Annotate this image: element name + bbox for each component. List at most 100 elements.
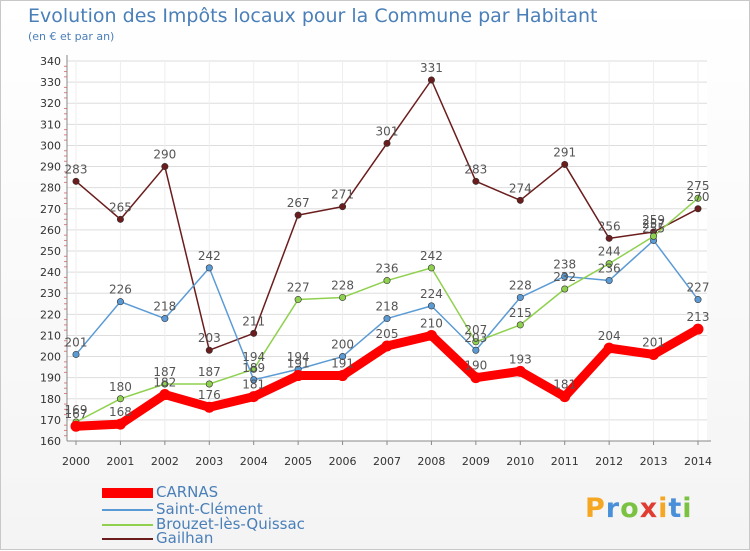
data-point: [205, 380, 213, 388]
y-tick-label: 340: [40, 55, 61, 68]
data-point: [561, 285, 569, 293]
data-point: [694, 194, 702, 202]
chart-subtitle: (en € et par an): [28, 30, 115, 43]
data-label: 205: [376, 327, 399, 341]
data-label: 283: [65, 162, 88, 176]
data-label: 194: [242, 350, 265, 364]
data-label: 227: [687, 281, 710, 295]
legend-swatch: [102, 509, 153, 511]
x-tick-label: 2001: [106, 455, 134, 468]
data-label: 169: [65, 403, 88, 417]
logo-letter: r: [605, 493, 621, 524]
data-label: 257: [642, 217, 665, 231]
y-tick-label: 230: [40, 287, 61, 300]
legend-swatch: [102, 538, 153, 540]
data-label: 256: [598, 219, 621, 233]
data-point: [694, 296, 702, 304]
data-point: [516, 196, 524, 204]
data-label: 189: [242, 361, 265, 375]
y-tick-label: 330: [40, 76, 61, 89]
data-label: 176: [198, 388, 221, 402]
data-point: [561, 272, 569, 280]
data-label: 236: [376, 262, 399, 276]
data-label: 213: [687, 310, 710, 324]
data-point: [605, 234, 613, 242]
data-label: 270: [687, 190, 710, 204]
data-point: [205, 346, 213, 354]
data-point: [472, 177, 480, 185]
y-tick-label: 200: [40, 351, 61, 364]
data-label: 187: [198, 365, 221, 379]
data-label: 274: [509, 181, 532, 195]
data-label: 236: [598, 262, 621, 276]
data-point: [383, 315, 391, 323]
chart-title: Evolution des Impôts locaux pour la Comm…: [28, 5, 598, 27]
data-label: 218: [153, 300, 176, 314]
data-label: 275: [687, 179, 710, 193]
data-label: 181: [242, 378, 265, 392]
data-label: 242: [198, 249, 221, 263]
data-point: [514, 365, 526, 377]
data-label: 244: [598, 245, 621, 259]
data-point: [561, 160, 569, 168]
y-tick-label: 310: [40, 118, 61, 131]
data-point: [203, 401, 215, 413]
data-label: 228: [331, 278, 354, 292]
data-label: 191: [287, 357, 310, 371]
data-label: 215: [509, 306, 532, 320]
data-label: 193: [509, 352, 532, 366]
data-point: [250, 365, 258, 373]
data-point: [250, 329, 258, 337]
data-label: 194: [287, 350, 310, 364]
data-label: 227: [287, 281, 310, 295]
data-point: [472, 338, 480, 346]
legend-swatch: [102, 524, 153, 526]
legend-label: CARNAS: [156, 483, 219, 501]
y-tick-label: 170: [40, 414, 61, 427]
data-point: [161, 315, 169, 323]
data-label: 271: [331, 188, 354, 202]
x-tick-label: 2010: [506, 455, 534, 468]
data-label: 232: [553, 270, 576, 284]
legend-label: Brouzet-lès-Quissac: [156, 515, 305, 533]
data-point: [339, 293, 347, 301]
data-label: 207: [464, 323, 487, 337]
data-label: 190: [464, 359, 487, 373]
data-point: [116, 395, 124, 403]
y-tick-label: 240: [40, 266, 61, 279]
data-point: [516, 321, 524, 329]
x-tick-label: 2013: [640, 455, 668, 468]
y-tick-label: 160: [40, 435, 61, 448]
data-label: 283: [464, 162, 487, 176]
x-tick-label: 2009: [462, 455, 490, 468]
data-label: 210: [420, 316, 443, 330]
data-label: 301: [376, 124, 399, 138]
data-label: 291: [553, 145, 576, 159]
y-tick-label: 220: [40, 308, 61, 321]
data-label: 255: [642, 221, 665, 235]
data-point: [205, 264, 213, 272]
legend-swatch: [102, 488, 153, 498]
data-point: [339, 353, 347, 361]
data-point: [559, 391, 571, 403]
logo-letter: P: [585, 493, 606, 524]
data-point: [294, 296, 302, 304]
x-tick-label: 2005: [284, 455, 312, 468]
y-tick-label: 210: [40, 329, 61, 342]
data-point: [383, 139, 391, 147]
data-label: 201: [65, 335, 88, 349]
data-point: [339, 203, 347, 211]
x-tick-label: 2007: [373, 455, 401, 468]
data-label: 204: [598, 329, 621, 343]
legend-label: Saint-Clément: [156, 500, 263, 518]
data-point: [114, 418, 126, 430]
data-point: [72, 177, 80, 185]
data-point: [694, 205, 702, 213]
data-label: 203: [198, 331, 221, 345]
data-point: [294, 211, 302, 219]
data-label: 290: [153, 148, 176, 162]
data-label: 218: [376, 300, 399, 314]
data-label: 267: [287, 196, 310, 210]
